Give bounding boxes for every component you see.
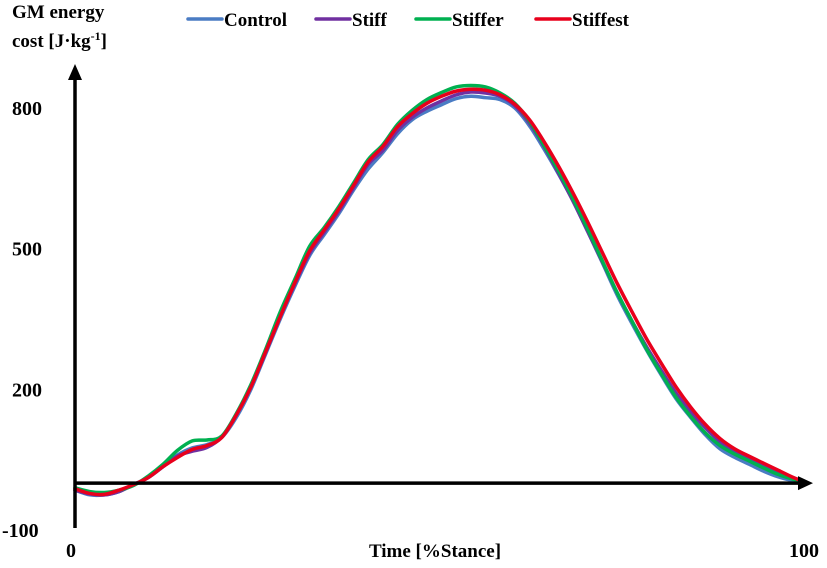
legend-item-stiffer: Stiffer [414,10,504,31]
series-line-stiffer [73,83,810,495]
y-axis-title-line1: GM energy [12,2,105,23]
legend: Control Stiff Stiffer Stiffest [186,10,630,31]
legend-item-control: Control [186,10,287,31]
legend-label: Stiffer [452,10,504,31]
y-axis-title-line2-main: cost [J·kg [12,31,91,52]
y-tick-label: 500 [12,239,42,261]
series-group [73,83,810,498]
legend-label: Control [224,10,287,31]
x-tick-label: 100 [789,540,819,562]
x-tick-labels: 0 100 [66,540,819,562]
x-axis-arrowhead [798,476,813,491]
legend-item-stiffest: Stiffest [534,10,630,31]
y-axis-title-line2: cost [J·kg-1] [12,29,107,52]
y-tick-label: 800 [12,98,42,120]
legend-item-stiff: Stiff [314,10,388,31]
x-axis-title: Time [%Stance] [369,541,501,562]
y-tick-label: 200 [12,379,42,401]
y-tick-labels: 800 500 200 -100 [2,98,42,542]
y-tick-label: -100 [2,520,39,542]
legend-label: Stiff [352,10,388,31]
series-line-stiff [73,90,810,497]
y-axis-title-line2-end: ] [101,31,107,52]
y-axis-title-superscript: -1 [91,29,101,43]
series-line-stiffest [73,87,810,497]
legend-label: Stiffest [572,10,630,31]
series-line-control [73,94,810,498]
x-tick-label: 0 [66,540,76,562]
y-axis-arrowhead [68,64,82,80]
